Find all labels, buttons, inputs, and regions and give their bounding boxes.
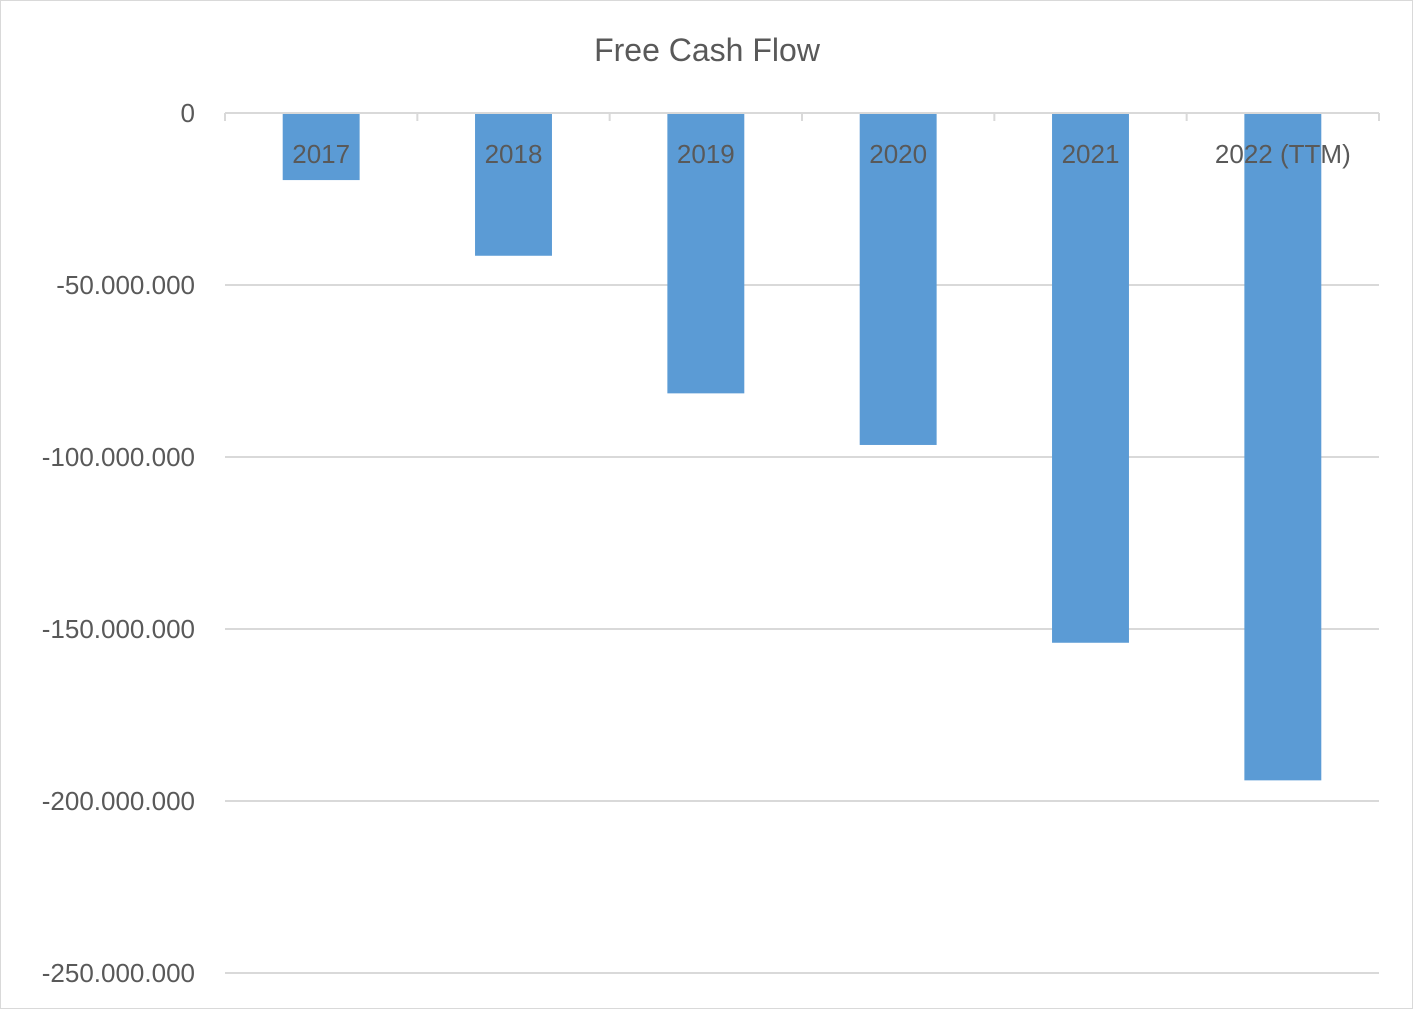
category-label: 2017 xyxy=(292,139,350,169)
bar-2020 xyxy=(859,113,937,445)
y-axis-tick-labels: 0 -50.000.000 -100.000.000 -150.000.000 -200… xyxy=(42,98,195,988)
y-tick-label: -200.000.000 xyxy=(42,786,195,816)
bar-2022-ttm xyxy=(1244,113,1322,781)
bar-2019 xyxy=(667,113,745,394)
gridlines xyxy=(225,284,1379,974)
chart-title: Free Cash Flow xyxy=(594,32,821,68)
category-labels: 2017 2018 2019 2020 2021 2022 (TTM) xyxy=(292,139,1350,169)
y-tick-label: -250.000.000 xyxy=(42,958,195,988)
bar-2017 xyxy=(282,113,360,181)
category-label: 2019 xyxy=(677,139,735,169)
bar-2021 xyxy=(1052,113,1129,643)
bar-2018 xyxy=(475,113,552,256)
y-tick-label: -150.000.000 xyxy=(42,614,195,644)
y-tick-label: -100.000.000 xyxy=(42,442,195,472)
category-label: 2022 (TTM) xyxy=(1215,139,1351,169)
category-label: 2021 xyxy=(1062,139,1120,169)
category-label: 2020 xyxy=(869,139,927,169)
bars xyxy=(282,113,1322,781)
y-tick-label: -50.000.000 xyxy=(56,270,195,300)
y-tick-label: 0 xyxy=(181,98,195,128)
category-axis xyxy=(224,112,1380,121)
category-label: 2018 xyxy=(485,139,543,169)
